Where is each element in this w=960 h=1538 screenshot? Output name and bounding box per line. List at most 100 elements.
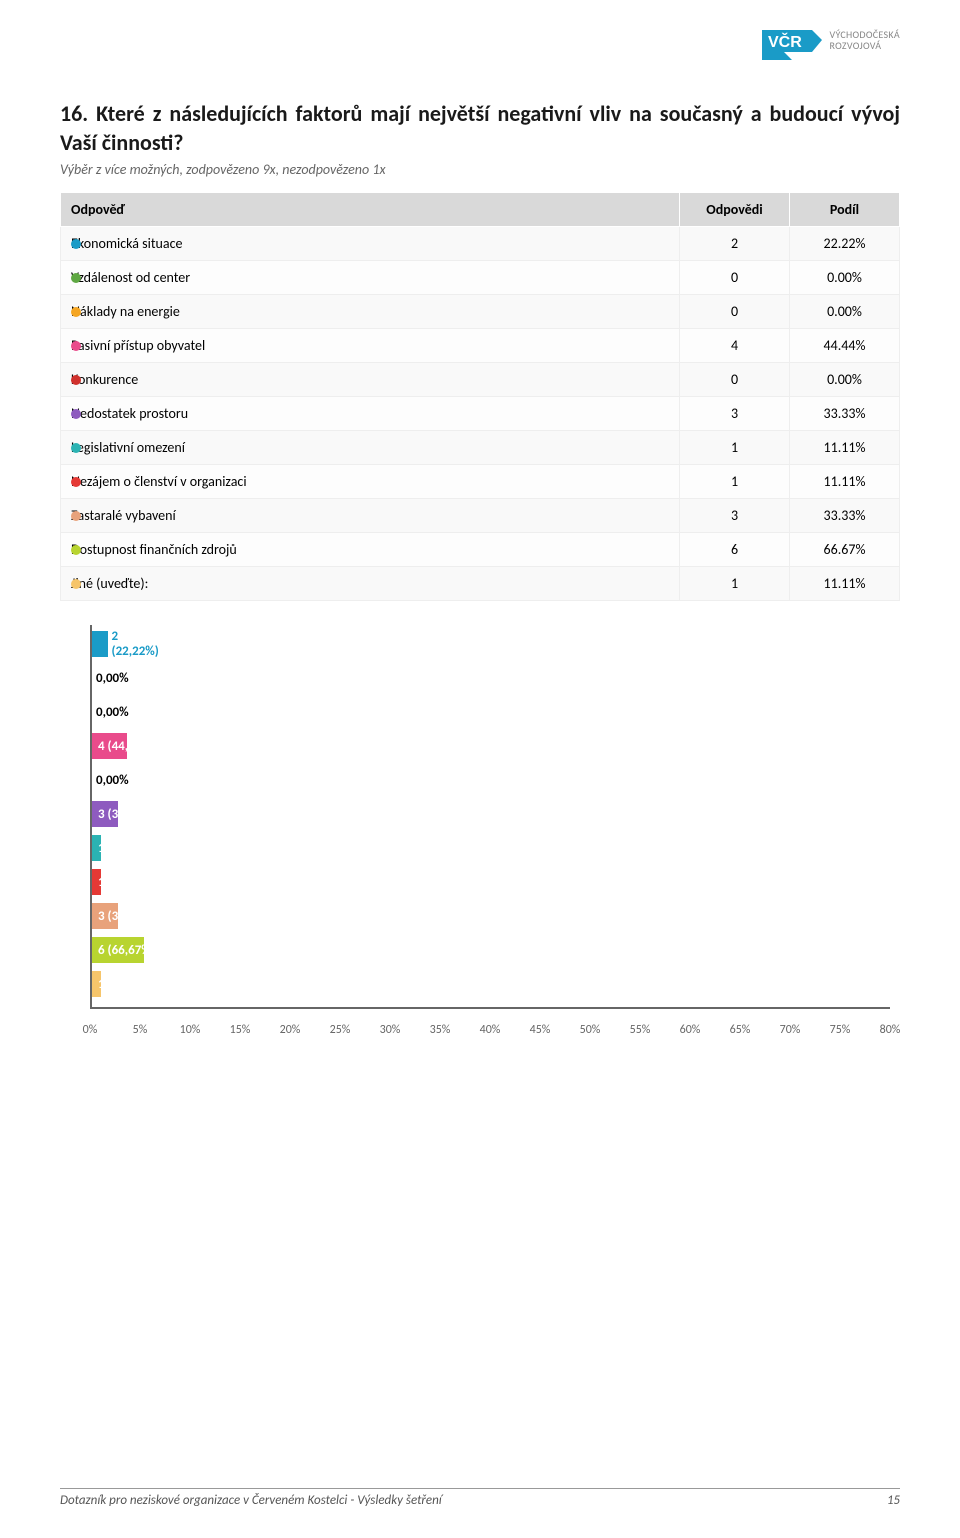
th-count: Odpovědi xyxy=(680,193,790,227)
x-tick-label: 5% xyxy=(133,1023,148,1037)
chart-bar: 1 (11,11%) xyxy=(92,971,101,997)
chart-bar: 3 (33,33%) xyxy=(92,801,118,827)
row-label: Vzdálenost od center xyxy=(61,261,680,295)
color-dot-icon xyxy=(71,443,81,453)
row-pct: 11.11% xyxy=(790,567,900,601)
row-pct: 33.33% xyxy=(790,499,900,533)
row-count: 6 xyxy=(680,533,790,567)
table-row: Náklady na energie 00.00% xyxy=(61,295,900,329)
row-label-text: Ekonomická situace xyxy=(71,235,183,252)
row-label: Nezájem o členství v organizaci xyxy=(61,465,680,499)
table-row: Konkurence00.00% xyxy=(61,363,900,397)
color-dot-icon xyxy=(71,239,81,249)
row-label-text: Jiné (uveďte): xyxy=(71,575,148,592)
row-label: Konkurence xyxy=(61,363,680,397)
row-count: 0 xyxy=(680,295,790,329)
bar-chart: 2 (22,22%) 0,00% 0,00% 4 (44,44%) 0,00% 3 (33… xyxy=(60,625,900,1049)
row-label: Zastaralé vybavení xyxy=(61,499,680,533)
table-row: Pasivní přístup obyvatel 444.44% xyxy=(61,329,900,363)
row-pct: 66.67% xyxy=(790,533,900,567)
chart-bar-row: 1 (11,11%) xyxy=(92,835,155,861)
x-tick-label: 65% xyxy=(730,1023,751,1037)
svg-text:VČR: VČR xyxy=(768,32,802,51)
table-row: Nezájem o členství v organizaci 111.11% xyxy=(61,465,900,499)
row-label-text: Pasivní přístup obyvatel xyxy=(71,337,205,354)
x-tick-label: 50% xyxy=(580,1023,601,1037)
row-label: Dostupnost finančních zdrojů xyxy=(61,533,680,567)
table-row: Dostupnost finančních zdrojů 666.67% xyxy=(61,533,900,567)
x-tick-label: 75% xyxy=(830,1023,851,1037)
color-dot-icon xyxy=(71,477,81,487)
x-tick-label: 10% xyxy=(180,1023,201,1037)
table-row: Ekonomická situace222.22% xyxy=(61,227,900,261)
x-tick-label: 45% xyxy=(530,1023,551,1037)
bar-zero-label: 0,00% xyxy=(92,705,129,720)
x-tick-label: 0% xyxy=(83,1023,98,1037)
color-dot-icon xyxy=(71,409,81,419)
row-pct: 44.44% xyxy=(790,329,900,363)
question-subnote: Výběr z více možných, zodpovězeno 9x, ne… xyxy=(60,161,900,178)
question-title: 16. Které z následujících faktorů mají n… xyxy=(60,100,900,157)
chart-bar-row: 1 (11,11%) xyxy=(92,971,155,997)
row-label: Nedostatek prostoru xyxy=(61,397,680,431)
row-label-text: Nedostatek prostoru xyxy=(71,405,188,422)
row-count: 3 xyxy=(680,397,790,431)
color-dot-icon xyxy=(71,273,81,283)
row-label: Jiné (uveďte): xyxy=(61,567,680,601)
x-tick-label: 20% xyxy=(280,1023,301,1037)
chart-bar-row: 0,00% xyxy=(92,767,129,793)
chart-bar xyxy=(92,631,108,657)
logo-line2: ROZVOJOVÁ xyxy=(830,40,900,51)
chart-bar: 1 (11,11%) xyxy=(92,869,101,895)
logo: VČR VÝCHODOČESKÁ ROZVOJOVÁ xyxy=(762,20,900,60)
bar-zero-label: 0,00% xyxy=(92,671,129,686)
bar-zero-label: 0,00% xyxy=(92,773,129,788)
chart-bar: 4 (44,44%) xyxy=(92,733,127,759)
th-answer: Odpověď xyxy=(61,193,680,227)
th-share: Podíl xyxy=(790,193,900,227)
chart-bar-row: 0,00% xyxy=(92,699,129,725)
table-row: Vzdálenost od center00.00% xyxy=(61,261,900,295)
chart-bar: 1 (11,11%) xyxy=(92,835,101,861)
x-tick-label: 30% xyxy=(380,1023,401,1037)
row-label-text: Dostupnost finančních zdrojů xyxy=(71,541,237,558)
chart-bar-row: 2 (22,22%) xyxy=(92,631,159,657)
row-pct: 0.00% xyxy=(790,363,900,397)
chart-bar: 6 (66,67%) xyxy=(92,937,144,963)
row-pct: 11.11% xyxy=(790,465,900,499)
row-label-text: Vzdálenost od center xyxy=(71,269,190,286)
chart-bar-row: 3 (33,33%) xyxy=(92,801,155,827)
row-count: 0 xyxy=(680,261,790,295)
row-count: 0 xyxy=(680,363,790,397)
row-pct: 0.00% xyxy=(790,295,900,329)
x-tick-label: 55% xyxy=(630,1023,651,1037)
chart-bar-row: 1 (11,11%) xyxy=(92,869,155,895)
table-row: Legislativní omezení111.11% xyxy=(61,431,900,465)
color-dot-icon xyxy=(71,579,81,589)
row-label-text: Legislativní omezení xyxy=(71,439,185,456)
table-row: Zastaralé vybavení333.33% xyxy=(61,499,900,533)
x-tick-label: 80% xyxy=(880,1023,901,1037)
row-count: 4 xyxy=(680,329,790,363)
row-count: 1 xyxy=(680,465,790,499)
row-label-text: Náklady na energie xyxy=(71,303,180,320)
row-label: Náklady na energie xyxy=(61,295,680,329)
x-tick-label: 25% xyxy=(330,1023,351,1037)
chart-bar: 3 (33,33%) xyxy=(92,903,118,929)
row-label-text: Nezájem o členství v organizaci xyxy=(71,473,247,490)
color-dot-icon xyxy=(71,375,81,385)
row-label-text: Zastaralé vybavení xyxy=(71,507,176,524)
logo-mark: VČR xyxy=(762,20,822,60)
bar-label: 2 (22,22%) xyxy=(108,629,159,659)
footer-page-number: 15 xyxy=(887,1493,900,1508)
x-tick-label: 35% xyxy=(430,1023,451,1037)
row-label: Legislativní omezení xyxy=(61,431,680,465)
row-count: 1 xyxy=(680,431,790,465)
row-count: 1 xyxy=(680,567,790,601)
chart-bar-row: 4 (44,44%) xyxy=(92,733,155,759)
row-count: 2 xyxy=(680,227,790,261)
logo-subtext: VÝCHODOČESKÁ ROZVOJOVÁ xyxy=(830,29,900,51)
chart-bar-row: 0,00% xyxy=(92,665,129,691)
table-row: Nedostatek prostoru333.33% xyxy=(61,397,900,431)
footer-left: Dotazník pro neziskové organizace v Červ… xyxy=(60,1493,442,1508)
